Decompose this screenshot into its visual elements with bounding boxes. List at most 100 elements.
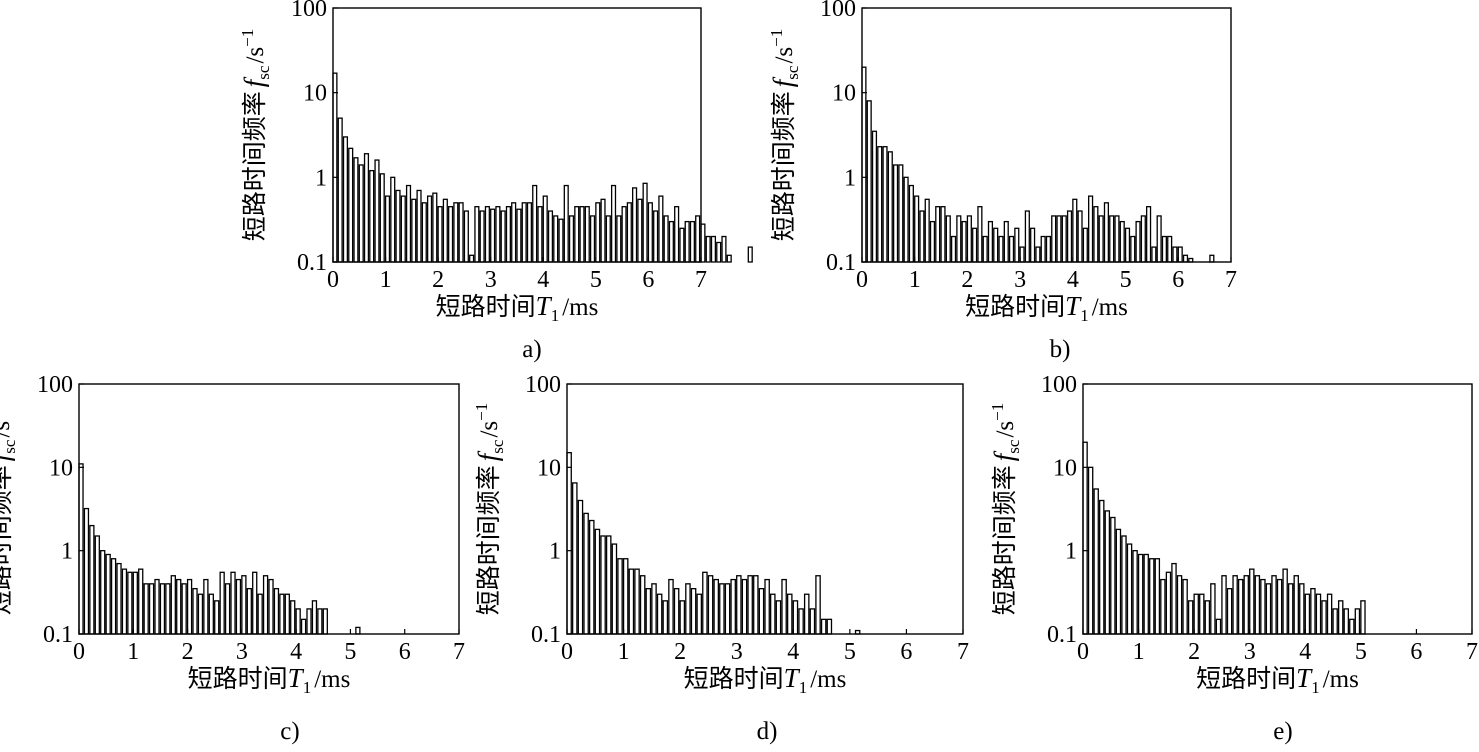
x-tick-label: 1 xyxy=(618,639,630,665)
histogram-bar xyxy=(871,130,878,263)
histogram-bar xyxy=(1182,578,1188,635)
histogram-bar xyxy=(658,195,664,263)
histogram-bar xyxy=(993,227,999,263)
histogram-bar xyxy=(758,588,765,635)
y-tick-label: 0.1 xyxy=(531,622,561,648)
y-axis-label: 短路时间频率 fsc/s−1 xyxy=(238,29,273,241)
histogram-bar xyxy=(405,184,412,263)
histogram-bar xyxy=(186,578,193,635)
histogram-bar xyxy=(892,164,899,263)
histogram-bar xyxy=(379,173,385,263)
x-tick-label: 1 xyxy=(127,639,139,665)
histogram-bar xyxy=(605,535,612,635)
histogram-bar xyxy=(611,543,618,635)
histogram-bar xyxy=(1343,608,1349,635)
x-label-unit: /ms xyxy=(314,666,350,693)
x-tick-label: 6 xyxy=(642,267,654,293)
histogram-bar xyxy=(1119,220,1125,263)
histogram-bar xyxy=(792,600,799,635)
histogram-bar xyxy=(972,227,978,263)
histogram-bar xyxy=(495,206,501,263)
histogram-bar xyxy=(632,187,638,263)
histogram-bar xyxy=(1151,246,1157,263)
histogram-bar xyxy=(442,198,448,263)
x-tick-label: 0 xyxy=(327,267,339,293)
histogram-bar xyxy=(651,583,657,635)
histogram-bar xyxy=(639,575,646,635)
histogram-bar xyxy=(600,198,606,263)
histogram-bar xyxy=(1088,195,1094,263)
histogram-bar xyxy=(279,593,285,635)
histogram-bar xyxy=(622,558,629,635)
x-tick-label: 2 xyxy=(674,639,686,665)
y-label-text: 短路时间频率 xyxy=(475,465,503,615)
histogram-bar xyxy=(132,571,138,635)
histogram-bar xyxy=(203,578,209,635)
histogram-bar xyxy=(719,583,725,635)
x-tick-label: 5 xyxy=(1120,267,1132,293)
histogram-bar xyxy=(1135,220,1141,263)
y-label-symbol: f xyxy=(768,76,798,87)
histogram-bar xyxy=(887,151,893,263)
y-tick-label: 1 xyxy=(315,165,327,191)
y-tick-label: 1 xyxy=(549,539,561,565)
histogram-bar xyxy=(116,562,122,635)
x-tick-label: 5 xyxy=(590,267,602,293)
y-label-subscript: sc xyxy=(254,65,273,80)
histogram-bar xyxy=(390,176,396,263)
histogram-bar xyxy=(945,215,951,263)
histogram-bar xyxy=(663,215,669,263)
plot-frame xyxy=(566,383,964,635)
x-tick-label: 7 xyxy=(1225,267,1237,293)
histogram-bar xyxy=(342,136,349,263)
histogram-bar xyxy=(426,195,433,263)
panel-caption: c) xyxy=(280,718,299,745)
x-tick-label: 1 xyxy=(909,267,921,293)
histogram-bar xyxy=(197,593,204,635)
histogram-bar xyxy=(977,206,983,263)
histogram-bar xyxy=(1051,215,1057,263)
histogram-bar xyxy=(695,215,701,263)
histogram-bar xyxy=(583,512,589,635)
x-tick-label: 3 xyxy=(485,267,497,293)
y-label-unit: /s xyxy=(242,47,269,64)
x-label-subscript: 1 xyxy=(1311,678,1320,697)
histogram-bar xyxy=(159,583,166,635)
histogram-bar xyxy=(358,164,364,263)
histogram-bar xyxy=(148,583,155,635)
x-tick-label: 5 xyxy=(844,639,856,665)
x-label-unit: /ms xyxy=(1092,294,1128,321)
y-label-text: 短路时间频率 xyxy=(770,91,798,241)
histogram-bar xyxy=(1182,254,1189,263)
histogram-bar xyxy=(110,558,117,635)
y-label-unit: /s xyxy=(0,421,15,438)
plot-frame xyxy=(332,7,702,263)
histogram-bar xyxy=(956,215,962,263)
x-label-subscript: 1 xyxy=(551,306,560,325)
x-label-symbol: T xyxy=(288,663,305,693)
histogram-bar xyxy=(950,235,957,263)
panel-caption: b) xyxy=(1050,336,1071,363)
x-tick-label: 4 xyxy=(1299,639,1311,665)
y-tick-label: 10 xyxy=(832,81,856,107)
histogram-bar xyxy=(1315,593,1322,635)
histogram-bar xyxy=(1171,562,1177,635)
y-label-subscript: sc xyxy=(783,65,802,80)
y-label-unit: /s xyxy=(771,47,798,64)
x-tick-label: 2 xyxy=(432,267,444,293)
histogram-bar xyxy=(1154,558,1161,635)
histogram-bar xyxy=(100,550,106,635)
histogram-bar xyxy=(919,210,925,263)
x-tick-label: 3 xyxy=(731,639,743,665)
histogram-bar xyxy=(490,208,496,263)
histogram-bar xyxy=(710,235,717,263)
histogram-bar xyxy=(1024,210,1030,263)
histogram-bar xyxy=(940,206,946,263)
histogram-bar xyxy=(690,588,697,635)
histogram-bar xyxy=(1137,553,1144,635)
histogram-bar xyxy=(416,189,422,263)
y-label-subscript: sc xyxy=(488,439,507,454)
histogram-bar xyxy=(724,583,731,635)
